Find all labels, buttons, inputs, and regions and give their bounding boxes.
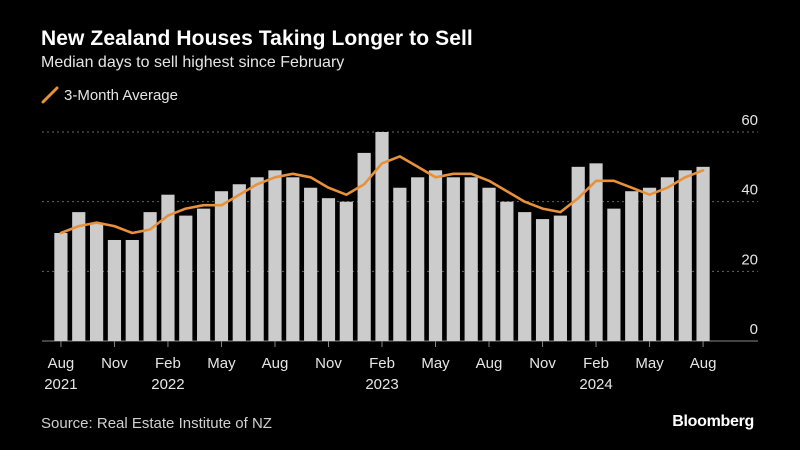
bar [54, 233, 68, 341]
x-tick-year-label: 2023 [365, 376, 398, 393]
line-layer [59, 155, 705, 235]
x-tick-label: Feb [583, 355, 609, 372]
x-tick-label: Aug [690, 355, 717, 372]
x-tick-label: Feb [369, 355, 395, 372]
bar [214, 191, 229, 341]
legend: 3-Month Average [41, 86, 178, 104]
x-tick-label: May [207, 355, 236, 372]
x-tick-label: Nov [315, 355, 342, 372]
bar [571, 166, 585, 341]
y-axis-labels: 0 20 40 60 [741, 112, 758, 338]
legend-label: 3-Month Average [64, 86, 178, 104]
bar [339, 201, 353, 341]
chart-subtitle: Median days to sell highest since Februa… [41, 54, 345, 71]
bar [411, 177, 425, 341]
bar-layer [54, 132, 710, 341]
source-note: Source: Real Estate Institute of NZ [41, 415, 272, 432]
x-tick-year-label: 2022 [151, 376, 184, 393]
y-tick-label: 20 [741, 251, 758, 268]
chart-title: New Zealand Houses Taking Longer to Sell [41, 27, 473, 50]
x-axis-labels: Aug 2021 Nov Feb 2022 May Aug Nov Feb 2023 May Aug N… [44, 341, 716, 393]
x-tick-label: Aug [48, 355, 75, 372]
bar [393, 187, 407, 341]
bar [161, 194, 175, 341]
bar [250, 177, 264, 341]
bar [500, 201, 514, 341]
x-tick-label: May [635, 355, 664, 372]
bar [268, 170, 282, 341]
bar [696, 166, 710, 341]
bar [286, 177, 300, 341]
bar [143, 212, 157, 341]
bar [589, 163, 603, 341]
bar [446, 177, 460, 341]
bar [179, 215, 193, 341]
bar [321, 198, 336, 341]
bar [535, 219, 550, 341]
bar [625, 191, 639, 341]
bar [304, 187, 318, 341]
bar [518, 212, 532, 341]
x-tick-year-label: 2021 [44, 376, 77, 393]
bar [642, 187, 657, 341]
legend-line-icon [41, 86, 59, 104]
bar [357, 152, 371, 341]
y-tick-label: 60 [741, 112, 758, 129]
y-tick-label: 0 [750, 321, 758, 338]
x-tick-year-label: 2024 [579, 376, 612, 393]
bar [232, 184, 246, 341]
bar [72, 212, 86, 341]
bar [678, 170, 692, 341]
bar [428, 170, 443, 341]
bar [375, 132, 389, 341]
series-line-3-month-average [59, 155, 705, 235]
bar [125, 239, 139, 341]
bar [482, 187, 496, 341]
x-tick-label: Nov [529, 355, 556, 372]
bar [553, 215, 567, 341]
bloomberg-logo: Bloomberg [672, 413, 754, 430]
x-tick-label: Nov [101, 355, 128, 372]
bar [660, 177, 675, 341]
bar [607, 208, 621, 341]
bar [464, 177, 478, 341]
bar [197, 208, 211, 341]
y-tick-label: 40 [741, 182, 758, 199]
x-tick-label: Aug [262, 355, 289, 372]
bar [89, 222, 104, 341]
x-tick-label: Aug [476, 355, 503, 372]
x-tick-label: Feb [155, 355, 181, 372]
bar [107, 239, 122, 341]
x-tick-label: May [421, 355, 450, 372]
